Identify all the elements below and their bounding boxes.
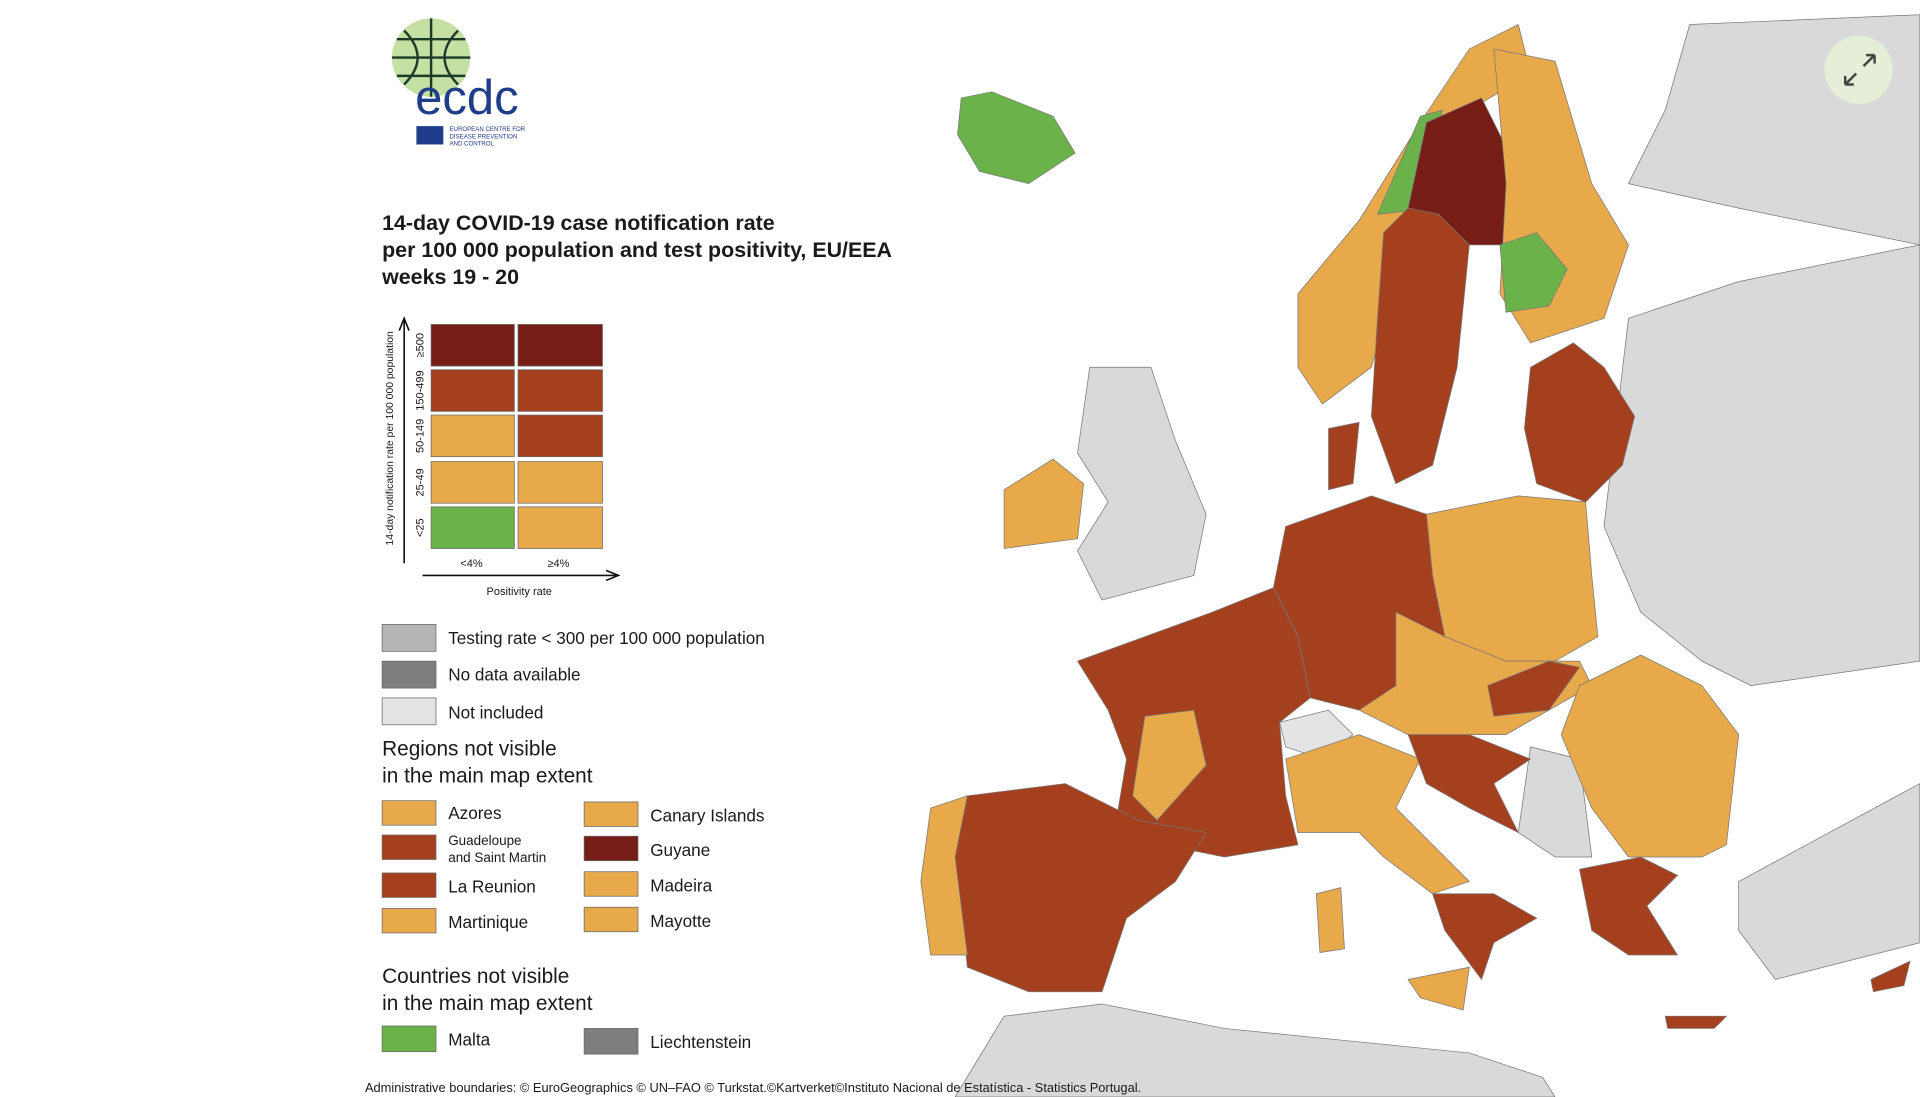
- region-label: and Saint Martin: [448, 850, 546, 865]
- legend-label: Not included: [448, 703, 543, 723]
- country-swatch: [381, 1025, 437, 1053]
- country-shape: [1499, 232, 1568, 313]
- region-swatch: [381, 872, 437, 898]
- matrix-axes: [398, 316, 621, 582]
- country-shape: [1077, 366, 1207, 601]
- country-shape: [1315, 887, 1345, 953]
- expand-icon[interactable]: [1843, 53, 1876, 86]
- expand-button[interactable]: [1824, 35, 1893, 105]
- matrix-cell: [517, 506, 603, 549]
- country-shape: [1426, 495, 1599, 662]
- legend-label: Testing rate < 300 per 100 000 populatio…: [448, 628, 765, 648]
- matrix-cell: [430, 324, 515, 367]
- country-shape: [1003, 458, 1085, 549]
- country-shape: [1603, 244, 1920, 687]
- section-heading: in the main map extent: [382, 992, 593, 1015]
- country-shape: [1487, 660, 1581, 717]
- matrix-x-title: Positivity rate: [487, 586, 552, 598]
- matrix-row-label: 50-149: [415, 419, 427, 453]
- country-swatch: [583, 1028, 639, 1055]
- matrix-cell: [430, 506, 515, 549]
- matrix-cell: [517, 414, 603, 458]
- title: 14-day COVID-19 case notification rate: [382, 211, 775, 235]
- country-shape: [920, 795, 968, 956]
- country-shape: [1407, 734, 1532, 834]
- legend-swatch: [381, 697, 437, 726]
- legend-swatch: [381, 660, 437, 689]
- country-shape: [1560, 654, 1740, 858]
- footer: Administrative boundaries: © EuroGeograp…: [365, 1080, 1141, 1095]
- country-label: Malta: [448, 1030, 490, 1050]
- region-swatch: [381, 800, 437, 826]
- map: [920, 14, 1920, 1097]
- country-shape: [1432, 893, 1538, 981]
- region-label: Martinique: [448, 912, 528, 932]
- country-label: Liechtenstein: [650, 1032, 751, 1052]
- country-shape: [1328, 421, 1360, 491]
- matrix-cell: [430, 414, 515, 458]
- eu-flag: [416, 126, 444, 145]
- logo-text: EUROPEAN CENTRE FOR: [449, 126, 525, 133]
- region-label: Mayotte: [650, 911, 711, 931]
- country-shape: [1870, 960, 1911, 993]
- country-shape: [1579, 856, 1679, 956]
- country-shape: [1132, 709, 1207, 821]
- region-label: Guyane: [650, 840, 710, 860]
- region-swatch: [381, 908, 437, 934]
- matrix-cell: [517, 324, 603, 367]
- region-swatch: [583, 835, 639, 862]
- logo-acronym: ecdc: [415, 71, 518, 125]
- region-label: Madeira: [650, 875, 712, 895]
- country-shape: [1285, 734, 1471, 895]
- logo: ecdc EUROPEAN CENTRE FOR DISEASE PREVENT…: [391, 18, 526, 148]
- matrix-col-label: ≥4%: [547, 558, 569, 570]
- logo-text: AND CONTROL: [449, 141, 494, 148]
- matrix-cell: [517, 461, 603, 504]
- title: per 100 000 population and test positivi…: [382, 238, 892, 262]
- logo-text: DISEASE PREVENTION: [449, 133, 517, 140]
- matrix-row-label: 25-49: [415, 468, 427, 496]
- region-swatch: [583, 906, 639, 933]
- matrix-row-label: 150-499: [415, 370, 427, 410]
- legend-swatch: [381, 624, 437, 652]
- section-heading: Countries not visible: [382, 965, 569, 988]
- region-swatch: [583, 871, 639, 897]
- country-shape: [1407, 966, 1470, 1011]
- region-label: Canary Islands: [650, 806, 764, 826]
- title: weeks 19 - 20: [381, 265, 519, 289]
- section-heading: in the main map extent: [382, 764, 593, 787]
- matrix-cell: [517, 369, 603, 412]
- country-shape: [954, 1003, 1556, 1097]
- country-shape: [1738, 783, 1920, 980]
- region-label: Guadeloupe: [448, 833, 521, 848]
- matrix-cell: [430, 369, 515, 412]
- country-shape: [1664, 1015, 1728, 1029]
- section-heading: Regions not visible: [382, 737, 557, 760]
- country-shape: [1524, 342, 1636, 503]
- country-shape: [957, 91, 1076, 185]
- legend-label: No data available: [448, 665, 580, 685]
- region-swatch: [583, 801, 639, 827]
- matrix-row-label: <25: [415, 518, 427, 537]
- expand-circle[interactable]: [1824, 35, 1893, 105]
- matrix-cell: [430, 461, 515, 504]
- matrix-row-label: ≥500: [415, 333, 427, 357]
- matrix-y-title: 14-day notification rate per 100 000 pop…: [385, 331, 396, 546]
- region-label: La Reunion: [448, 877, 536, 897]
- region-label: Azores: [448, 803, 501, 823]
- matrix-col-label: <4%: [460, 558, 483, 570]
- logo-grid: [391, 18, 471, 97]
- country-shape: [1371, 207, 1470, 485]
- legend-matrix: 14-day notification rate per 100 000 pop…: [385, 316, 621, 598]
- region-swatch: [381, 834, 437, 860]
